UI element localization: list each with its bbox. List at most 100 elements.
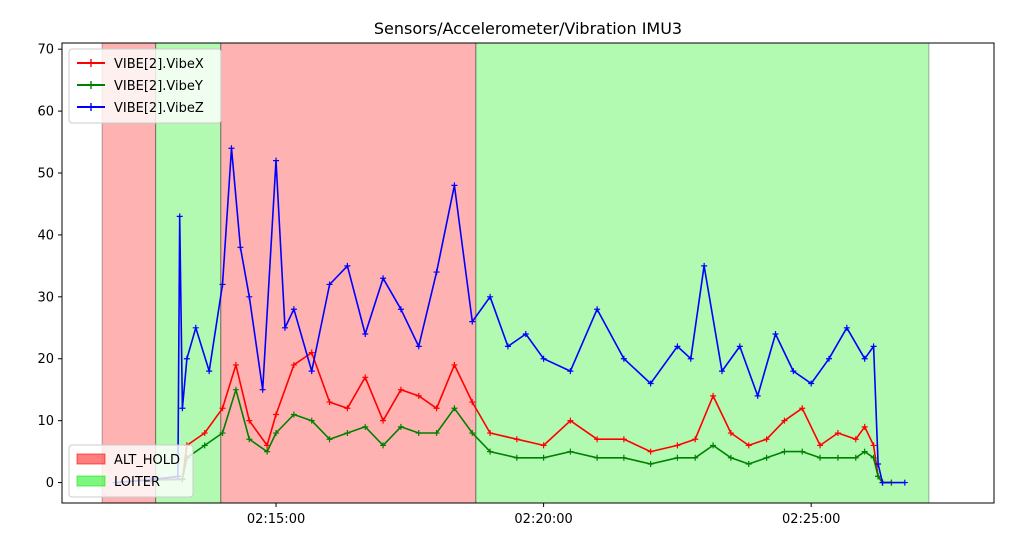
data-point <box>540 355 547 362</box>
data-point <box>201 442 208 449</box>
data-point <box>273 411 280 418</box>
legend-marker <box>87 103 95 111</box>
data-point <box>861 423 868 430</box>
data-point <box>415 343 422 350</box>
data-point <box>487 293 494 300</box>
data-point <box>344 262 351 269</box>
data-point <box>754 392 761 399</box>
data-point <box>259 386 266 393</box>
data-point <box>246 293 253 300</box>
legend-marker <box>87 81 95 89</box>
data-point <box>176 213 183 220</box>
data-point <box>273 157 280 164</box>
data-point <box>522 330 529 337</box>
data-point <box>290 411 297 418</box>
data-point <box>772 330 779 337</box>
y-tick-label: 40 <box>37 228 54 243</box>
data-point <box>290 306 297 313</box>
data-point <box>308 349 315 356</box>
series-legend: VIBE[2].VibeX VIBE[2].VibeY VIBE[2].VibeZ <box>68 48 222 124</box>
series-legend-box <box>68 48 222 124</box>
mode-legend: ALT_HOLD LOITER <box>68 444 194 498</box>
series-line-vibe-2-vibez <box>115 147 905 484</box>
data-point <box>701 262 708 269</box>
data-point <box>308 368 315 375</box>
data-point <box>710 442 717 449</box>
data-point <box>852 436 859 443</box>
data-point <box>397 306 404 313</box>
data-point <box>861 355 868 362</box>
data-point <box>817 442 824 449</box>
data-point <box>674 442 681 449</box>
data-point <box>834 430 841 437</box>
y-tick-label: 50 <box>37 167 54 182</box>
x-tick-label: 02:20:00 <box>514 512 572 527</box>
y-tick-label: 60 <box>37 105 54 120</box>
data-point <box>727 454 734 461</box>
data-point <box>647 448 654 455</box>
data-point <box>513 454 520 461</box>
data-point <box>647 460 654 467</box>
data-point <box>901 479 908 486</box>
data-point <box>834 454 841 461</box>
data-point <box>228 145 235 152</box>
data-point <box>808 380 815 387</box>
data-point <box>219 281 226 288</box>
series-vibe-2-vibez <box>112 145 908 486</box>
data-point <box>206 368 213 375</box>
data-point <box>469 399 476 406</box>
x-tick-label: 02:25:00 <box>782 512 840 527</box>
data-point <box>344 430 351 437</box>
data-point <box>433 269 440 276</box>
data-point <box>826 355 833 362</box>
data-point <box>219 430 226 437</box>
data-point <box>567 417 574 424</box>
data-point <box>415 392 422 399</box>
legend-label: VIBE[2].VibeX <box>114 57 204 72</box>
data-point <box>879 479 886 486</box>
mode-band-alt-hold <box>220 42 477 504</box>
data-point <box>380 275 387 282</box>
data-point <box>201 430 208 437</box>
data-point <box>620 454 627 461</box>
data-point <box>504 343 511 350</box>
data-point <box>433 405 440 412</box>
series-line-vibe-2-vibey <box>115 388 892 484</box>
legend-label: ALT_HOLD <box>114 453 180 468</box>
legend-label: VIBE[2].VibeY <box>114 79 203 94</box>
data-point <box>594 306 601 313</box>
data-point <box>567 368 574 375</box>
data-point <box>727 430 734 437</box>
data-point <box>308 417 315 424</box>
x-axis: 02:15:00 02:20:00 02:25:00 <box>247 503 840 527</box>
data-point <box>415 430 422 437</box>
data-point <box>875 473 882 480</box>
y-tick-label: 70 <box>37 43 54 58</box>
data-point <box>594 436 601 443</box>
data-point <box>273 430 280 437</box>
data-point <box>397 423 404 430</box>
data-point <box>487 430 494 437</box>
data-point <box>264 448 271 455</box>
data-point <box>362 330 369 337</box>
data-point <box>781 417 788 424</box>
data-point <box>281 324 288 331</box>
data-point <box>397 386 404 393</box>
data-point <box>687 355 694 362</box>
data-point <box>540 454 547 461</box>
chart-title: Sensors/Accelerometer/Vibration IMU3 <box>374 19 682 38</box>
data-point <box>326 281 333 288</box>
data-point <box>799 448 806 455</box>
data-point <box>799 405 806 412</box>
legend-swatch <box>76 453 106 465</box>
data-point <box>362 374 369 381</box>
data-point <box>852 454 859 461</box>
legend-label: LOITER <box>114 475 160 490</box>
data-point <box>620 355 627 362</box>
data-point <box>843 324 850 331</box>
data-point <box>451 405 458 412</box>
data-point <box>620 436 627 443</box>
data-point <box>246 417 253 424</box>
data-point <box>790 368 797 375</box>
